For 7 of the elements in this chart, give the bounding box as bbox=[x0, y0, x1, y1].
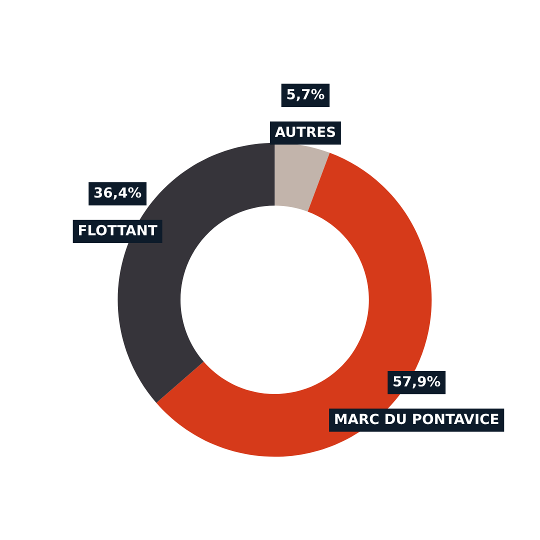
data-label: 5,7% bbox=[287, 88, 324, 102]
data-label: 57,9% bbox=[394, 376, 440, 388]
donut-slice bbox=[274, 142, 330, 212]
slice-label: AUTRES bbox=[274, 126, 336, 138]
slice-label: MARC DU PONTAVICE bbox=[335, 414, 498, 424]
slice-label: FLOTTANT bbox=[78, 224, 158, 236]
data-label: 36,4% bbox=[94, 187, 142, 200]
